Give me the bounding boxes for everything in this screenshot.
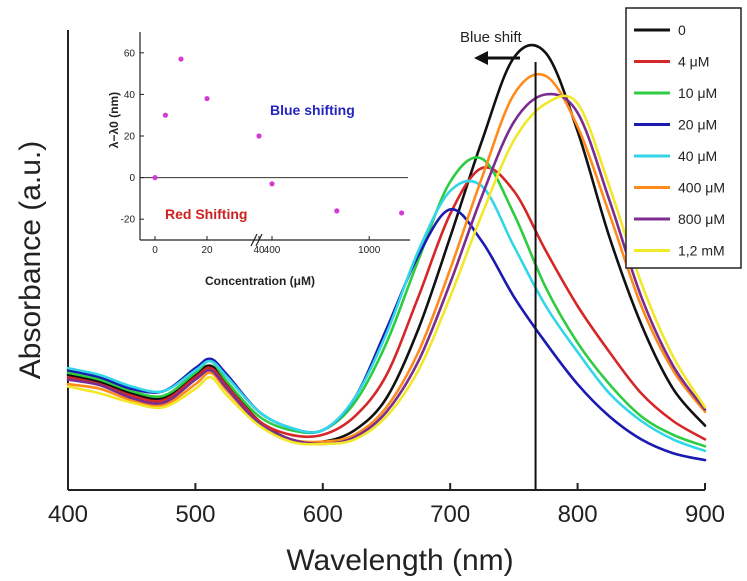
series-line-0 <box>66 43 707 444</box>
inset-data-point <box>204 95 210 102</box>
x-tick-label: 700 <box>430 501 470 528</box>
inset-data-point <box>334 208 340 214</box>
x-tick-label: 600 <box>303 501 343 528</box>
x-tick-label: 500 <box>175 501 215 528</box>
series-line-4 <box>66 179 707 453</box>
inset-data-point <box>152 175 158 181</box>
legend-box <box>625 7 742 269</box>
blue-shift-annotation: Blue shift <box>460 29 523 46</box>
inset-x-tick-label: 40 <box>253 245 265 256</box>
inset-data-point <box>162 112 168 118</box>
legend-label: 0 <box>678 22 686 38</box>
x-axis-title: Wavelength (nm) <box>286 544 513 577</box>
main-plot: 400 500 600 700 800 900 Blue shift Wavelength… <box>14 29 725 577</box>
inset-x-tick-label: 20 <box>201 245 213 256</box>
series-line-7 <box>66 94 707 446</box>
inset-x-axis-title: Concentration (μM) <box>205 274 315 288</box>
legend-entries: 0 4 μM 10 μM 20 μM 40 μM 400 μM 800 μM 1,2 mM <box>634 22 725 259</box>
legend-label: 40 μM <box>678 148 717 164</box>
inset-data-point <box>256 133 262 139</box>
inset-x-tick-label: 1000 <box>358 245 381 256</box>
inset-y-tick-label: 40 <box>124 90 136 101</box>
spectra-curves <box>66 43 707 462</box>
legend-label: 4 μM <box>678 54 709 70</box>
legend: 0 4 μM 10 μM 20 μM 40 μM 400 μM 800 μM 1,2 mM <box>625 7 742 269</box>
inset-y-axis-title: λ−λ0 (nm) <box>107 92 121 148</box>
inset-x-tick-label: 0 <box>152 245 158 256</box>
inset-background <box>130 30 410 270</box>
inset-y-ticks: -20 0 20 40 60 <box>121 48 144 226</box>
inset-blue-shifting-label: Blue shifting <box>270 102 355 118</box>
inset-x-tick-label: 400 <box>264 245 281 256</box>
legend-label: 800 μM <box>678 211 725 227</box>
inset-red-shifting-label: Red Shifting <box>165 206 247 222</box>
inset-data-point <box>178 56 184 62</box>
x-tick-label: 900 <box>685 501 725 528</box>
inset-y-tick-label: 20 <box>124 132 136 143</box>
series-line-1 <box>66 166 707 441</box>
x-tick-label: 400 <box>48 501 88 528</box>
inset-y-tick-label: 0 <box>129 173 135 184</box>
y-axis-title: Absorbance (a.u.) <box>14 141 47 379</box>
inset-y-tick-label: 60 <box>124 48 136 59</box>
series-line-6 <box>66 92 707 446</box>
blue-shift-arrowhead-icon <box>474 51 488 65</box>
legend-label: 20 μM <box>678 117 717 133</box>
inset-y-tick-label: -20 <box>121 215 136 226</box>
x-tick-label: 800 <box>558 501 598 528</box>
series-line-5 <box>66 72 707 444</box>
inset-points <box>152 56 405 216</box>
inset-data-point <box>399 210 405 216</box>
series-line-2 <box>66 156 707 448</box>
inset-axis-break-icon <box>250 233 263 247</box>
x-ticks: 400 500 600 700 800 900 <box>48 483 725 528</box>
legend-label: 1,2 mM <box>678 243 725 259</box>
legend-label: 10 μM <box>678 85 717 101</box>
legend-label: 400 μM <box>678 180 725 196</box>
inset-data-point <box>269 181 275 187</box>
